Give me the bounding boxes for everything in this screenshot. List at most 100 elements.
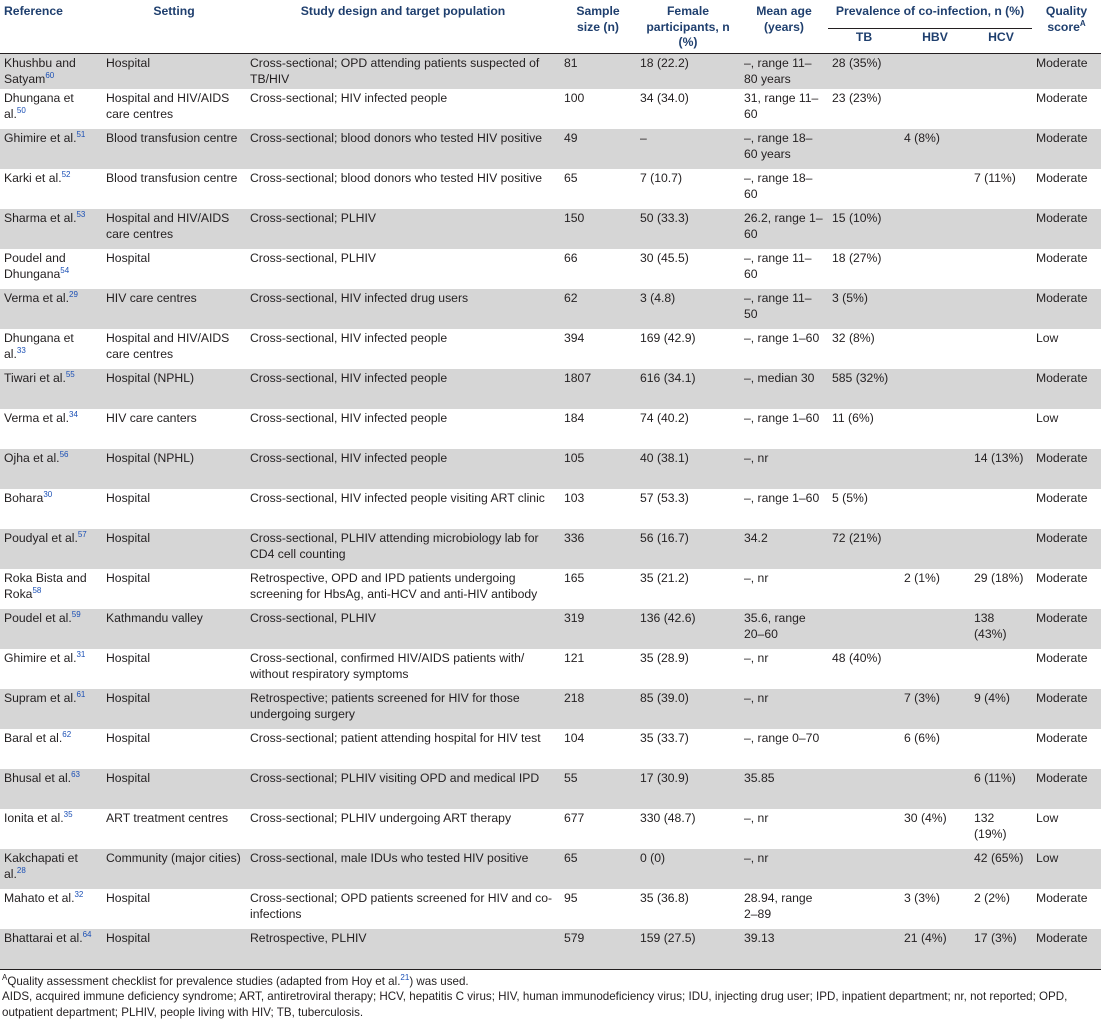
setting-cell: Hospital	[102, 689, 246, 729]
header-female: Female participants, n (%)	[636, 0, 740, 53]
hcv-cell: 138 (43%)	[970, 609, 1032, 649]
citation-link[interactable]: 61	[76, 690, 85, 699]
female-cell: 56 (16.7)	[636, 529, 740, 569]
reference-author: Ghimire et al.	[4, 131, 76, 145]
citation-link[interactable]: 28	[17, 865, 26, 874]
sample-size-cell: 103	[560, 489, 636, 529]
citation-link[interactable]: 62	[62, 730, 71, 739]
hcv-cell	[970, 249, 1032, 289]
sample-size-cell: 66	[560, 249, 636, 289]
hcv-cell: 14 (13%)	[970, 449, 1032, 489]
hbv-cell: 3 (3%)	[900, 889, 970, 929]
header-sample-size: Sample size (n)	[560, 0, 636, 53]
hbv-cell	[900, 649, 970, 689]
quality-cell: Moderate	[1032, 649, 1101, 689]
citation-link[interactable]: 54	[60, 265, 69, 274]
quality-cell: Moderate	[1032, 569, 1101, 609]
quality-cell: Moderate	[1032, 209, 1101, 249]
hbv-cell	[900, 289, 970, 329]
reference-author: Bhusal et al.	[4, 771, 71, 785]
reference-cell: Bohara30	[0, 489, 102, 529]
tb-cell: 28 (35%)	[828, 53, 900, 89]
reference-author: Verma et al.	[4, 291, 69, 305]
sample-size-cell: 184	[560, 409, 636, 449]
citation-link[interactable]: 58	[32, 585, 41, 594]
reference-author: Karki et al.	[4, 171, 62, 185]
hbv-cell	[900, 489, 970, 529]
setting-cell: Hospital	[102, 569, 246, 609]
sample-size-cell: 579	[560, 929, 636, 969]
hcv-cell	[970, 89, 1032, 129]
citation-link[interactable]: 30	[43, 490, 52, 499]
reference-cell: Kakchapati et al.28	[0, 849, 102, 889]
citation-link[interactable]: 64	[83, 930, 92, 939]
reference-author: Khushbu and Satyam	[4, 56, 76, 86]
hbv-cell: 7 (3%)	[900, 689, 970, 729]
reference-cell: Ojha et al.56	[0, 449, 102, 489]
tb-cell: 11 (6%)	[828, 409, 900, 449]
sample-size-cell: 150	[560, 209, 636, 249]
design-cell: Cross-sectional; HIV infected people	[246, 89, 560, 129]
reference-author: Dhungana et al.	[4, 91, 74, 121]
header-prevalence: Prevalence of co-infection, n (%)	[828, 0, 1032, 28]
mean-age-cell: –, range 1–60	[740, 409, 828, 449]
setting-cell: Hospital (NPHL)	[102, 449, 246, 489]
citation-link[interactable]: 35	[64, 810, 73, 819]
sample-size-cell: 336	[560, 529, 636, 569]
quality-cell: Moderate	[1032, 529, 1101, 569]
female-cell: 136 (42.6)	[636, 609, 740, 649]
tb-cell: 23 (23%)	[828, 89, 900, 129]
female-cell: –	[636, 129, 740, 169]
citation-link[interactable]: 32	[74, 890, 83, 899]
citation-link[interactable]: 29	[69, 290, 78, 299]
hcv-cell: 7 (11%)	[970, 169, 1032, 209]
reference-author: Supram et al.	[4, 691, 76, 705]
setting-cell: Hospital	[102, 929, 246, 969]
hcv-cell: 17 (3%)	[970, 929, 1032, 969]
abbreviations-note: AIDS, acquired immune deficiency syndrom…	[2, 989, 1099, 1020]
reference-cell: Ghimire et al.51	[0, 129, 102, 169]
reference-author: Ionita et al.	[4, 811, 64, 825]
citation-link[interactable]: 53	[76, 210, 85, 219]
footnote-a-ref-link[interactable]: 21	[400, 973, 409, 982]
quality-cell: Moderate	[1032, 289, 1101, 329]
citation-link[interactable]: 57	[78, 530, 87, 539]
citation-link[interactable]: 63	[71, 770, 80, 779]
citation-link[interactable]: 50	[17, 105, 26, 114]
citation-link[interactable]: 34	[69, 410, 78, 419]
sample-size-cell: 81	[560, 53, 636, 89]
hbv-cell	[900, 53, 970, 89]
hbv-cell: 6 (6%)	[900, 729, 970, 769]
design-cell: Cross-sectional; PLHIV undergoing ART th…	[246, 809, 560, 849]
mean-age-cell: –, range 11–50	[740, 289, 828, 329]
citation-link[interactable]: 33	[17, 345, 26, 354]
mean-age-cell: –, nr	[740, 449, 828, 489]
reference-cell: Poudyal et al.57	[0, 529, 102, 569]
reference-cell: Karki et al.52	[0, 169, 102, 209]
mean-age-cell: –, range 18–60	[740, 169, 828, 209]
citation-link[interactable]: 55	[66, 370, 75, 379]
mean-age-cell: –, nr	[740, 849, 828, 889]
female-cell: 40 (38.1)	[636, 449, 740, 489]
citation-link[interactable]: 31	[76, 650, 85, 659]
studies-table: Reference Setting Study design and targe…	[0, 0, 1101, 969]
hcv-cell	[970, 409, 1032, 449]
female-cell: 18 (22.2)	[636, 53, 740, 89]
header-reference: Reference	[0, 0, 102, 53]
mean-age-cell: –, range 0–70	[740, 729, 828, 769]
citation-link[interactable]: 60	[45, 70, 54, 79]
citation-link[interactable]: 52	[62, 170, 71, 179]
table-row: Dhungana et al.50 Hospital and HIV/AIDS c…	[0, 89, 1101, 129]
setting-cell: Hospital	[102, 729, 246, 769]
female-cell: 616 (34.1)	[636, 369, 740, 409]
citation-link[interactable]: 56	[60, 450, 69, 459]
citation-link[interactable]: 51	[76, 130, 85, 139]
hcv-cell: 29 (18%)	[970, 569, 1032, 609]
hbv-cell	[900, 409, 970, 449]
setting-cell: Hospital and HIV/AIDS care centres	[102, 89, 246, 129]
citation-link[interactable]: 59	[72, 610, 81, 619]
